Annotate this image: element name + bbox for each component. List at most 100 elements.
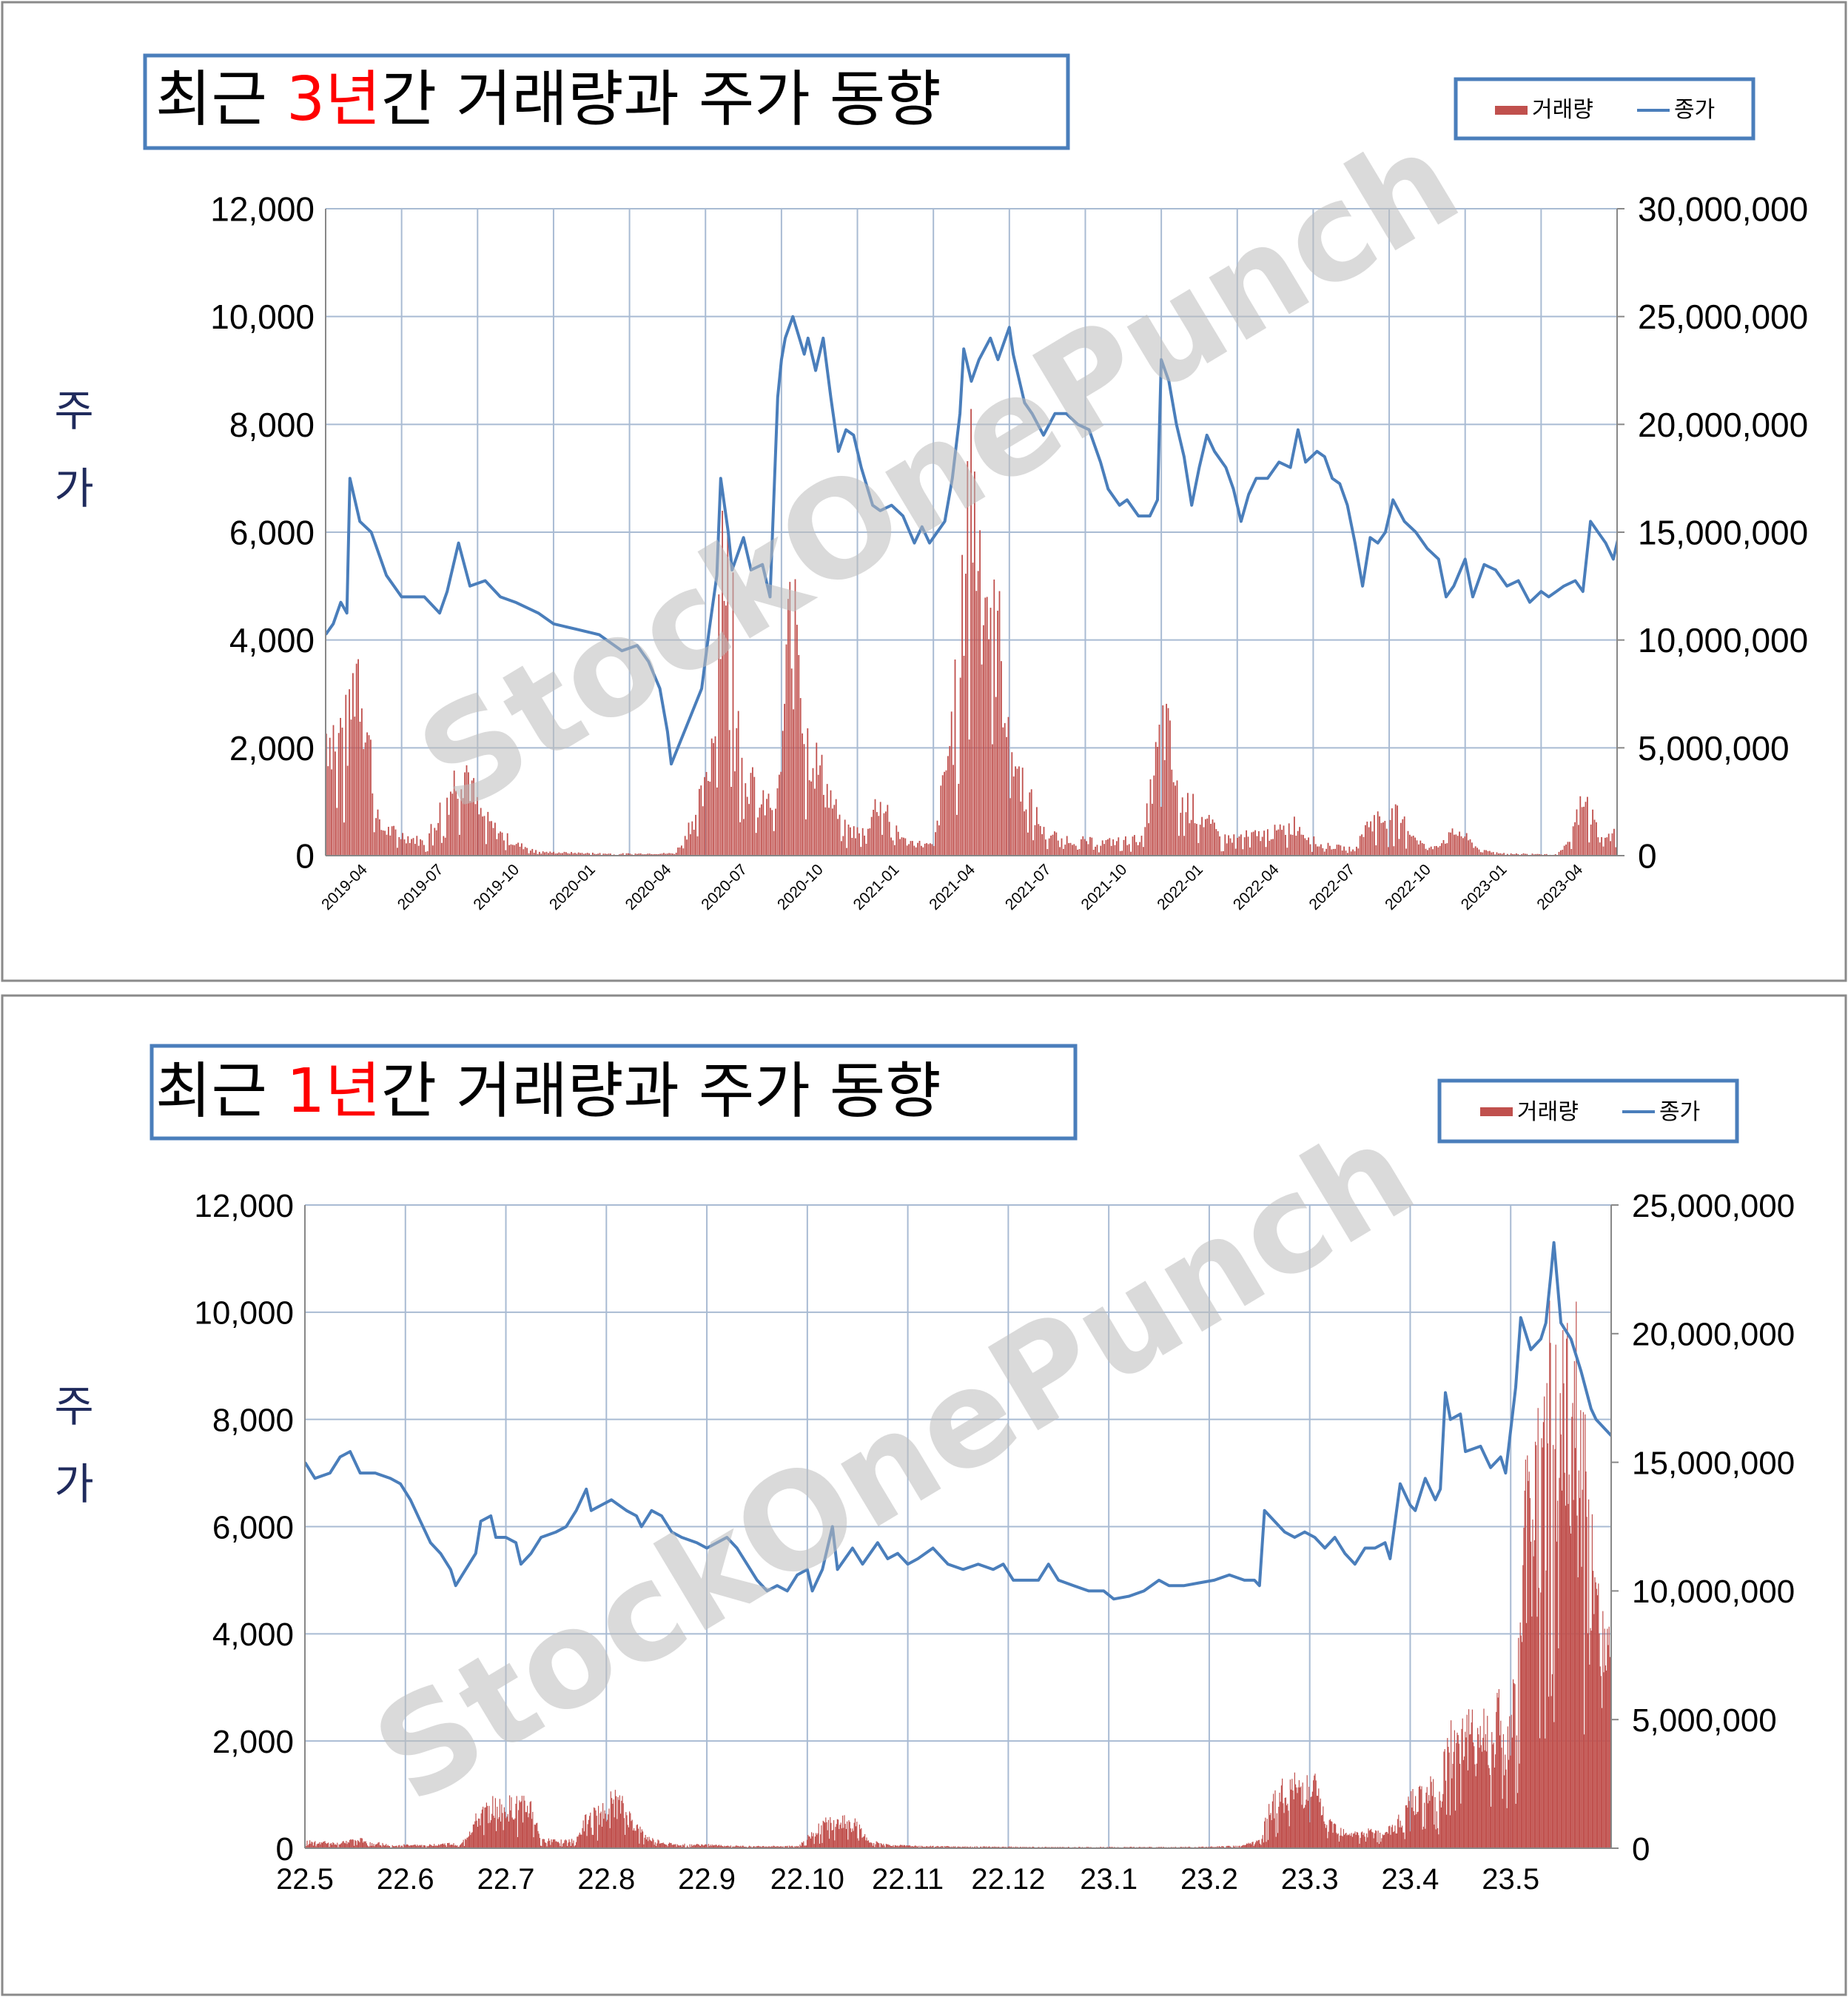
volume-bar [1114,845,1116,856]
volume-bar [700,785,702,856]
volume-bar [1692,781,1693,856]
volume-bar [1716,504,1718,856]
volume-bar [357,659,359,856]
volume-bar [1220,851,1223,856]
volume-bar [845,1829,847,1848]
y-left-tick-label: 12,000 [210,190,315,229]
volume-bar [1374,815,1375,856]
chart-frame-1y [1,994,1847,1996]
volume-bar [1349,1833,1351,1848]
volume-bar [1597,837,1599,856]
volume-bar [571,852,572,856]
volume-bar [807,728,809,856]
volume-bar [982,1846,984,1848]
volume-bar [1211,1846,1212,1848]
volume-bar [417,845,420,856]
volume-bar [634,853,636,856]
volume-bar [1286,1805,1288,1848]
volume-bar [674,1845,676,1848]
y-axis-label-char-1-3y: 주 [54,386,93,436]
volume-bar [474,804,477,856]
volume-bar [1548,1696,1550,1848]
volume-bar [699,788,700,856]
volume-bar [488,1805,490,1848]
volume-bar [829,1839,830,1848]
volume-bar [524,1800,525,1848]
volume-bar [1565,1506,1566,1848]
volume-bar [345,694,347,856]
volume-bar [1210,824,1212,856]
volume-bar [372,1845,374,1848]
volume-bar [1504,1775,1505,1848]
volume-bar [1544,1396,1545,1848]
volume-bar [397,848,398,856]
volume-bar [1244,1845,1246,1848]
volume-bar [1600,1676,1602,1848]
volume-bar [1226,1845,1228,1848]
volume-bar [913,845,915,856]
volume-bar [1343,1829,1344,1848]
volume-bar [1351,1833,1352,1848]
volume-bar [984,1846,986,1848]
volume-bar [830,790,832,856]
volume-bar [1567,1323,1568,1848]
volume-bar [830,1822,832,1848]
volume-bar [657,1839,659,1848]
volume-bar [878,1843,880,1848]
volume-bar [1550,1696,1552,1848]
volume-bar [1439,845,1441,856]
volume-bar [1412,836,1414,856]
volume-bar [659,853,661,856]
volume-bar [1327,842,1329,856]
volume-bar [958,783,960,856]
volume-bar [998,1846,1000,1848]
volume-bar [824,807,827,856]
volume-bar [782,1846,784,1848]
volume-bar [1606,837,1608,856]
volume-bar [612,1804,614,1848]
volume-bar [1608,1626,1610,1848]
volume-bar [543,1839,545,1848]
volume-bar [722,511,723,856]
volume-bar [539,851,540,856]
volume-bar [1585,802,1587,856]
volume-bar [492,828,494,856]
volume-bar [793,709,794,856]
volume-bar [785,1845,787,1848]
volume-bar [607,1819,608,1848]
volume-bar [1411,836,1413,856]
volume-bar [865,843,867,856]
volume-bar [327,1843,329,1848]
volume-bar [1531,1616,1533,1848]
y-right-tick-label: 5,000,000 [1638,729,1790,768]
volume-bar [1587,1633,1588,1848]
volume-bar [1501,853,1503,856]
volume-bar [866,1837,867,1848]
volume-bar [1489,1774,1491,1848]
volume-bar [1375,845,1377,856]
volume-bar [686,839,688,856]
volume-bar [850,1828,851,1848]
volume-bar [594,1808,596,1848]
volume-bar [885,1844,887,1848]
volume-bar [366,1843,367,1848]
volume-bar [1246,830,1247,856]
volume-bar [904,838,907,856]
volume-bar [384,830,386,856]
volume-bar [980,1846,981,1848]
volume-bar [787,599,789,856]
volume-bar [1289,1779,1291,1848]
x-tick-label: 2021-07 [1002,861,1055,913]
volume-bar [897,831,899,856]
volume-bar [345,1843,346,1848]
volume-bar [574,1846,575,1848]
volume-bar [695,814,696,856]
volume-bar [1397,805,1398,856]
volume-bar [1574,822,1576,856]
volume-bar [693,1845,695,1848]
volume-bar [1308,837,1309,856]
volume-bar [1043,827,1045,856]
volume-bar [1496,852,1498,856]
volume-bar [811,1832,813,1848]
volume-bar [1438,1834,1439,1848]
